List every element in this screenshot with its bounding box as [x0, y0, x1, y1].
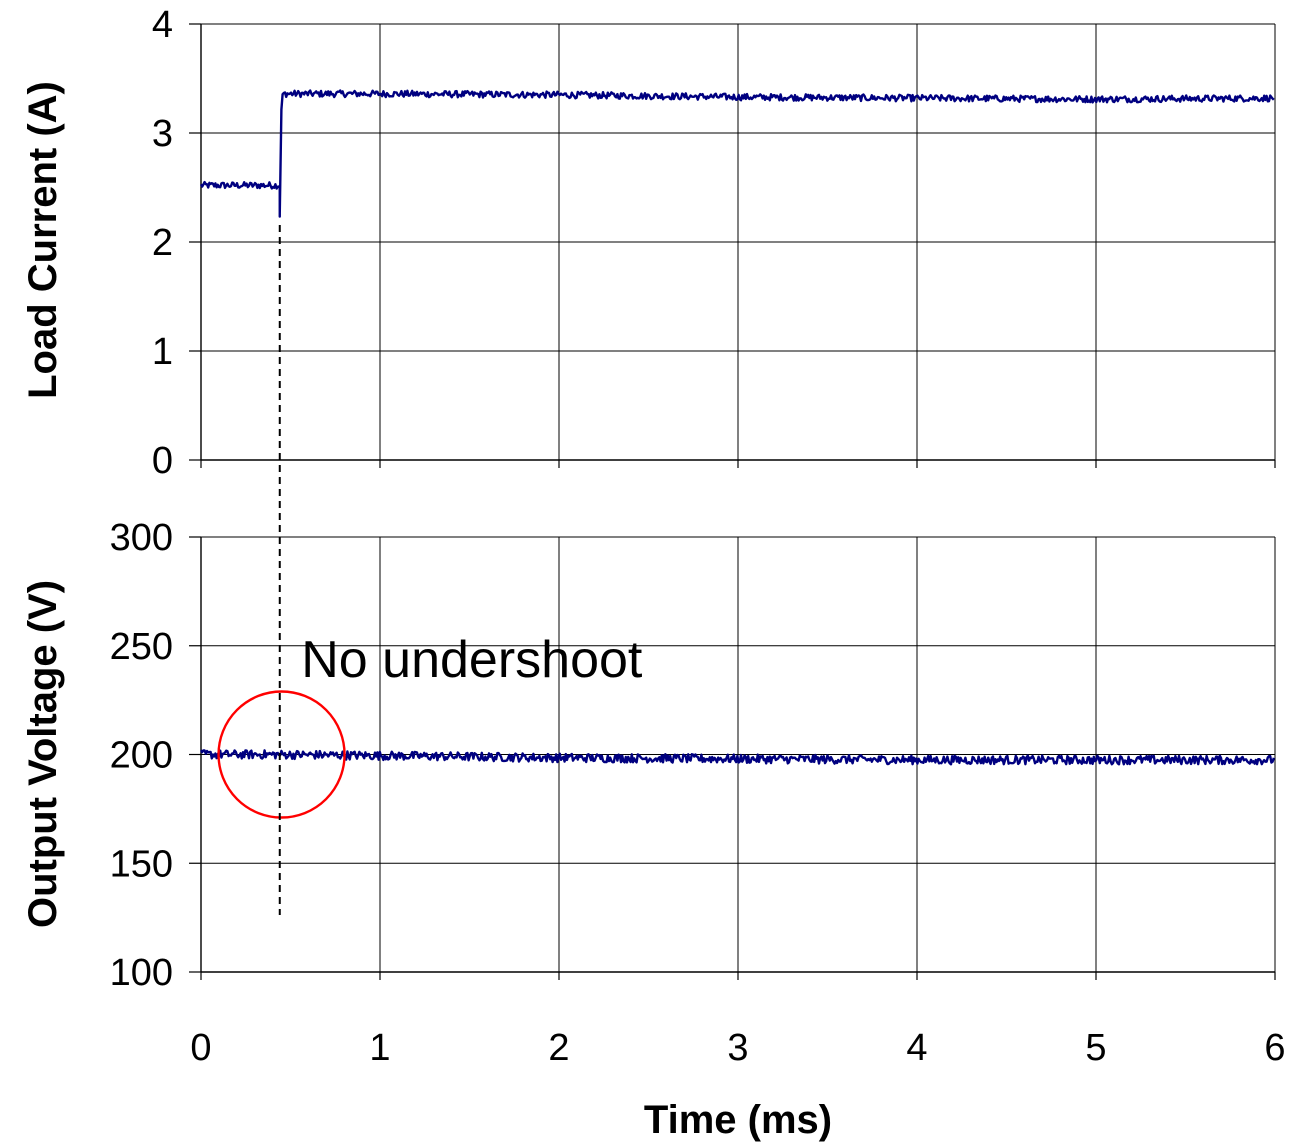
top-ticks — [189, 23, 1276, 468]
highlight-circle — [217, 690, 346, 819]
x-tick-label: 4 — [906, 1027, 927, 1069]
top-y-tick-labels: 0 1 2 3 4 — [152, 4, 173, 482]
bottom-series — [199, 749, 1275, 766]
top-y-axis-title: Load Current (A) — [21, 81, 65, 399]
annotations: No undershoot — [217, 225, 643, 915]
bottom-y-axis-title: Output Voltage (V) — [21, 580, 65, 928]
x-tick-label: 2 — [548, 1027, 569, 1069]
x-axis-title: Time (ms) — [644, 1098, 832, 1142]
top-grid — [200, 23, 1276, 461]
y-tick-label: 2 — [152, 222, 173, 264]
series-line — [199, 89, 1275, 218]
y-tick-label: 0 — [152, 440, 173, 482]
x-tick-label: 6 — [1264, 1027, 1285, 1069]
x-tick-label: 5 — [1085, 1027, 1106, 1069]
y-tick-label: 3 — [152, 113, 173, 155]
x-tick-label: 1 — [369, 1027, 390, 1069]
output-voltage-chart: 100 150 200 250 300 0 1 2 3 4 5 6 Output Voltage (… — [21, 517, 1286, 1142]
bottom-y-tick-labels: 100 150 200 250 300 — [110, 517, 173, 994]
x-tick-label: 3 — [727, 1027, 748, 1069]
load-current-chart: 0 1 2 3 4 Load Current (A) — [21, 4, 1276, 482]
y-tick-label: 150 — [110, 843, 173, 885]
bottom-ticks — [189, 536, 1276, 980]
x-tick-label: 0 — [190, 1027, 211, 1069]
bottom-x-tick-labels: 0 1 2 3 4 5 6 — [190, 1027, 1285, 1069]
y-tick-label: 100 — [110, 952, 173, 994]
y-tick-label: 300 — [110, 517, 173, 559]
y-tick-label: 200 — [110, 735, 173, 777]
y-tick-label: 250 — [110, 626, 173, 668]
annotation-label: No undershoot — [301, 631, 643, 689]
y-tick-label: 1 — [152, 331, 173, 373]
series-line — [199, 749, 1275, 766]
top-series — [199, 89, 1275, 218]
y-tick-label: 4 — [152, 4, 173, 46]
